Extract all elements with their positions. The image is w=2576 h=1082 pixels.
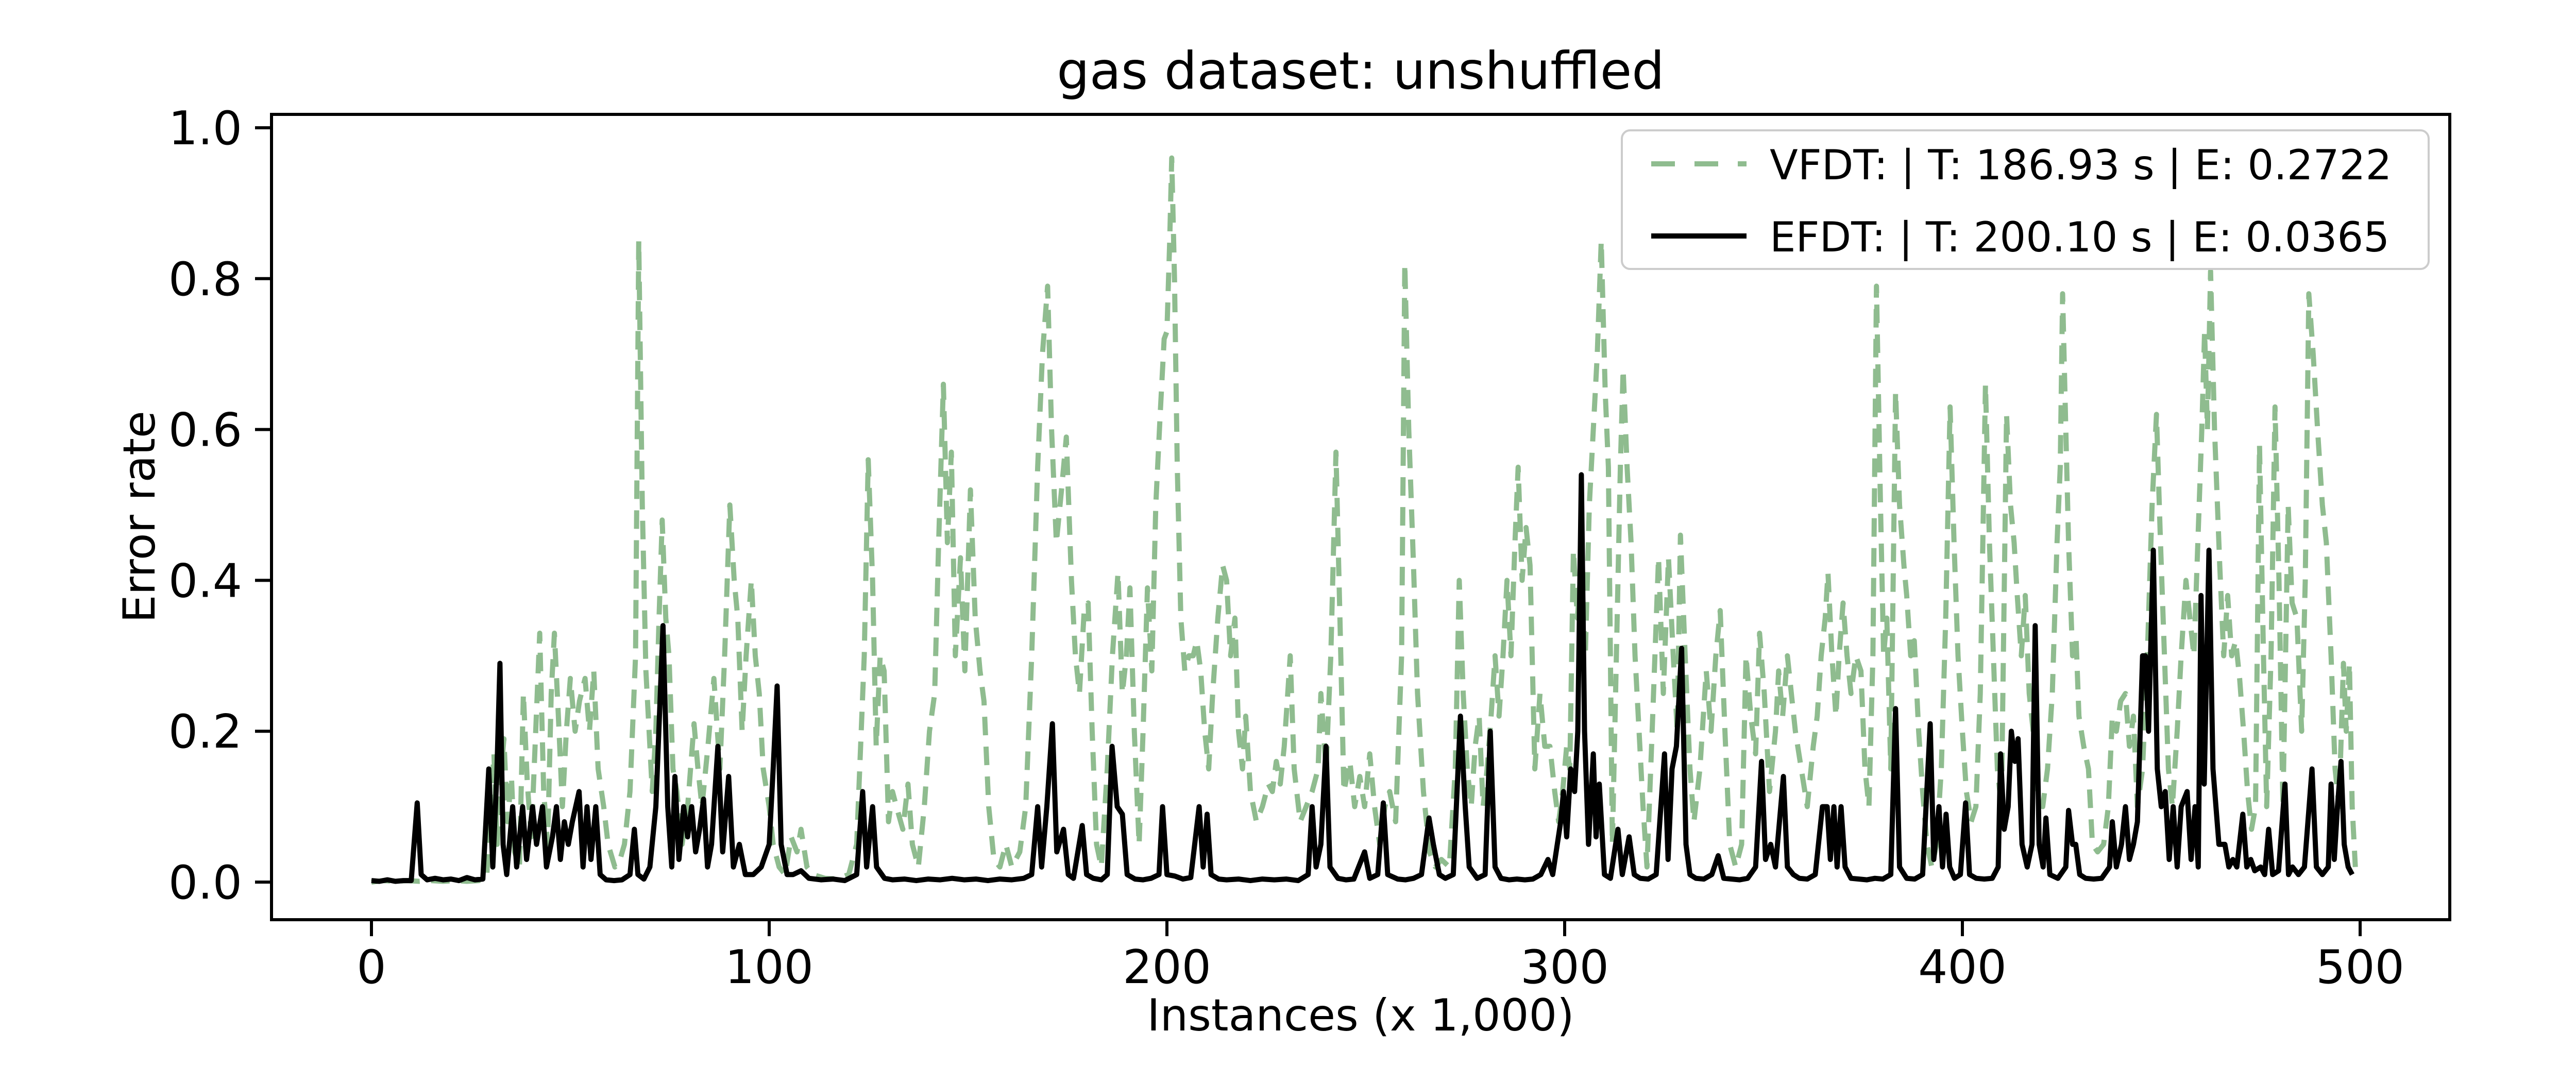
y-axis-label: Error rate — [114, 411, 165, 623]
axes-border — [270, 113, 2451, 921]
x-tick-label: 200 — [1123, 940, 1211, 994]
legend: VFDT: | T: 186.93 s | E: 0.2722 EFDT: | … — [1621, 129, 2430, 270]
y-tick-label: 1.0 — [168, 102, 242, 156]
y-axis-ticks: 0.0 0.2 0.4 0.6 0.8 1.0 — [168, 102, 272, 910]
x-tick-label: 500 — [2316, 940, 2404, 994]
x-axis-label: Instances (x 1,000) — [1147, 990, 1574, 1041]
series-line-efdt — [371, 472, 2355, 884]
legend-vfdt-label: VFDT: | T: 186.93 s | E: 0.2722 — [1770, 141, 2392, 190]
x-tick-label: 400 — [1918, 940, 2007, 994]
x-axis-ticks: 0 100 200 300 400 500 — [357, 920, 2404, 994]
legend-efdt-label: EFDT: | T: 200.10 s | E: 0.0365 — [1770, 213, 2389, 262]
y-tick-label: 0.6 — [168, 403, 242, 458]
y-tick-label: 0.0 — [168, 856, 242, 910]
x-tick-label: 0 — [357, 940, 386, 994]
y-tick-label: 0.4 — [168, 554, 242, 608]
x-tick-label: 100 — [725, 940, 814, 994]
series-group — [371, 155, 2358, 885]
legend-box — [1621, 129, 2430, 270]
y-tick-label: 0.2 — [168, 705, 242, 759]
x-tick-label: 300 — [1520, 940, 1609, 994]
y-tick-label: 0.8 — [168, 252, 242, 307]
chart-title: gas dataset: unshuffled — [1057, 41, 1665, 101]
